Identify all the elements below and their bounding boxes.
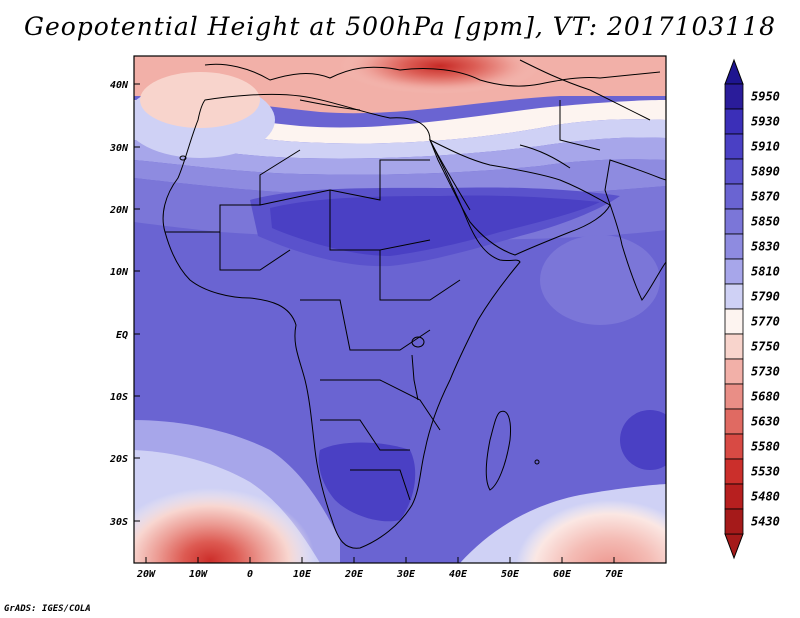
lat-label: EQ bbox=[116, 330, 128, 341]
colorbar-swatch bbox=[724, 183, 744, 210]
height-field bbox=[134, 56, 666, 563]
colorbar: 5950 5930 5910 5890 5870 5850 5830 5810 5790 5770… bbox=[724, 58, 780, 560]
colorbar-label: 5850 bbox=[751, 215, 780, 229]
colorbar-label: 5750 bbox=[751, 340, 780, 354]
lat-axis: 40N 30N 20N 10N EQ 10S 20S 30S bbox=[109, 80, 140, 528]
map-title: Geopotential Height at 500hPa [gpm], VT:… bbox=[23, 12, 777, 41]
colorbar-label: 5630 bbox=[751, 415, 780, 429]
grads-credit: GrADS: IGES/COLA bbox=[4, 604, 91, 614]
colorbar-label: 5430 bbox=[751, 515, 780, 529]
colorbar-swatch bbox=[724, 358, 744, 385]
lon-label: 10W bbox=[189, 569, 208, 580]
colorbar-top-triangle bbox=[724, 58, 744, 85]
lat-label: 10S bbox=[110, 392, 128, 403]
lon-label: 40E bbox=[449, 569, 468, 580]
lon-label: 60E bbox=[553, 569, 572, 580]
colorbar-swatch bbox=[724, 408, 744, 435]
colorbar-swatch bbox=[724, 483, 744, 510]
colorbar-bottom-triangle bbox=[724, 533, 744, 560]
colorbar-swatch bbox=[724, 308, 744, 335]
colorbar-label: 5480 bbox=[751, 490, 780, 504]
lon-axis: 20W 10W 0 10E 20E 30E 40E 50E 60E 70E bbox=[136, 557, 624, 580]
colorbar-swatch bbox=[724, 133, 744, 160]
colorbar-label: 5950 bbox=[751, 90, 780, 104]
colorbar-swatch bbox=[724, 108, 744, 135]
colorbar-swatch bbox=[724, 458, 744, 485]
lat-label: 30N bbox=[109, 143, 129, 154]
lon-label: 20W bbox=[136, 569, 156, 580]
lat-label: 20N bbox=[109, 205, 129, 216]
lon-label: 70E bbox=[605, 569, 624, 580]
lat-label: 40N bbox=[110, 80, 129, 91]
colorbar-swatch bbox=[724, 383, 744, 410]
colorbar-label: 5680 bbox=[751, 390, 780, 404]
colorbar-swatch bbox=[724, 433, 744, 460]
coastlines bbox=[162, 59, 666, 549]
colorbar-swatch bbox=[724, 158, 744, 185]
colorbar-swatch bbox=[724, 283, 744, 310]
lat-label: 30S bbox=[109, 517, 128, 528]
colorbar-label: 5890 bbox=[751, 165, 780, 179]
map-frame bbox=[133, 55, 667, 564]
colorbar-label: 5910 bbox=[751, 140, 780, 154]
colorbar-label: 5830 bbox=[751, 240, 780, 254]
colorbar-swatch bbox=[724, 208, 744, 235]
lon-label: 50E bbox=[501, 569, 520, 580]
colorbar-label: 5730 bbox=[751, 365, 780, 379]
lon-label: 30E bbox=[396, 569, 416, 580]
colorbar-label: 5870 bbox=[751, 190, 780, 204]
colorbar-label: 5930 bbox=[751, 115, 780, 129]
lat-label: 20S bbox=[109, 454, 128, 465]
lat-label: 10N bbox=[110, 267, 129, 278]
colorbar-label: 5770 bbox=[751, 315, 780, 329]
colorbar-swatch bbox=[724, 508, 744, 535]
lon-label: 10E bbox=[293, 569, 312, 580]
colorbar-label: 5790 bbox=[751, 290, 780, 304]
colorbar-swatch bbox=[724, 333, 744, 360]
colorbar-swatch bbox=[724, 83, 744, 110]
colorbar-label: 5530 bbox=[751, 465, 780, 479]
lon-label: 20E bbox=[344, 569, 364, 580]
colorbar-label: 5810 bbox=[751, 265, 780, 279]
colorbar-swatch bbox=[724, 258, 744, 285]
colorbar-swatch bbox=[724, 233, 744, 260]
lon-label: 0 bbox=[247, 569, 253, 580]
colorbar-label: 5580 bbox=[751, 440, 780, 454]
